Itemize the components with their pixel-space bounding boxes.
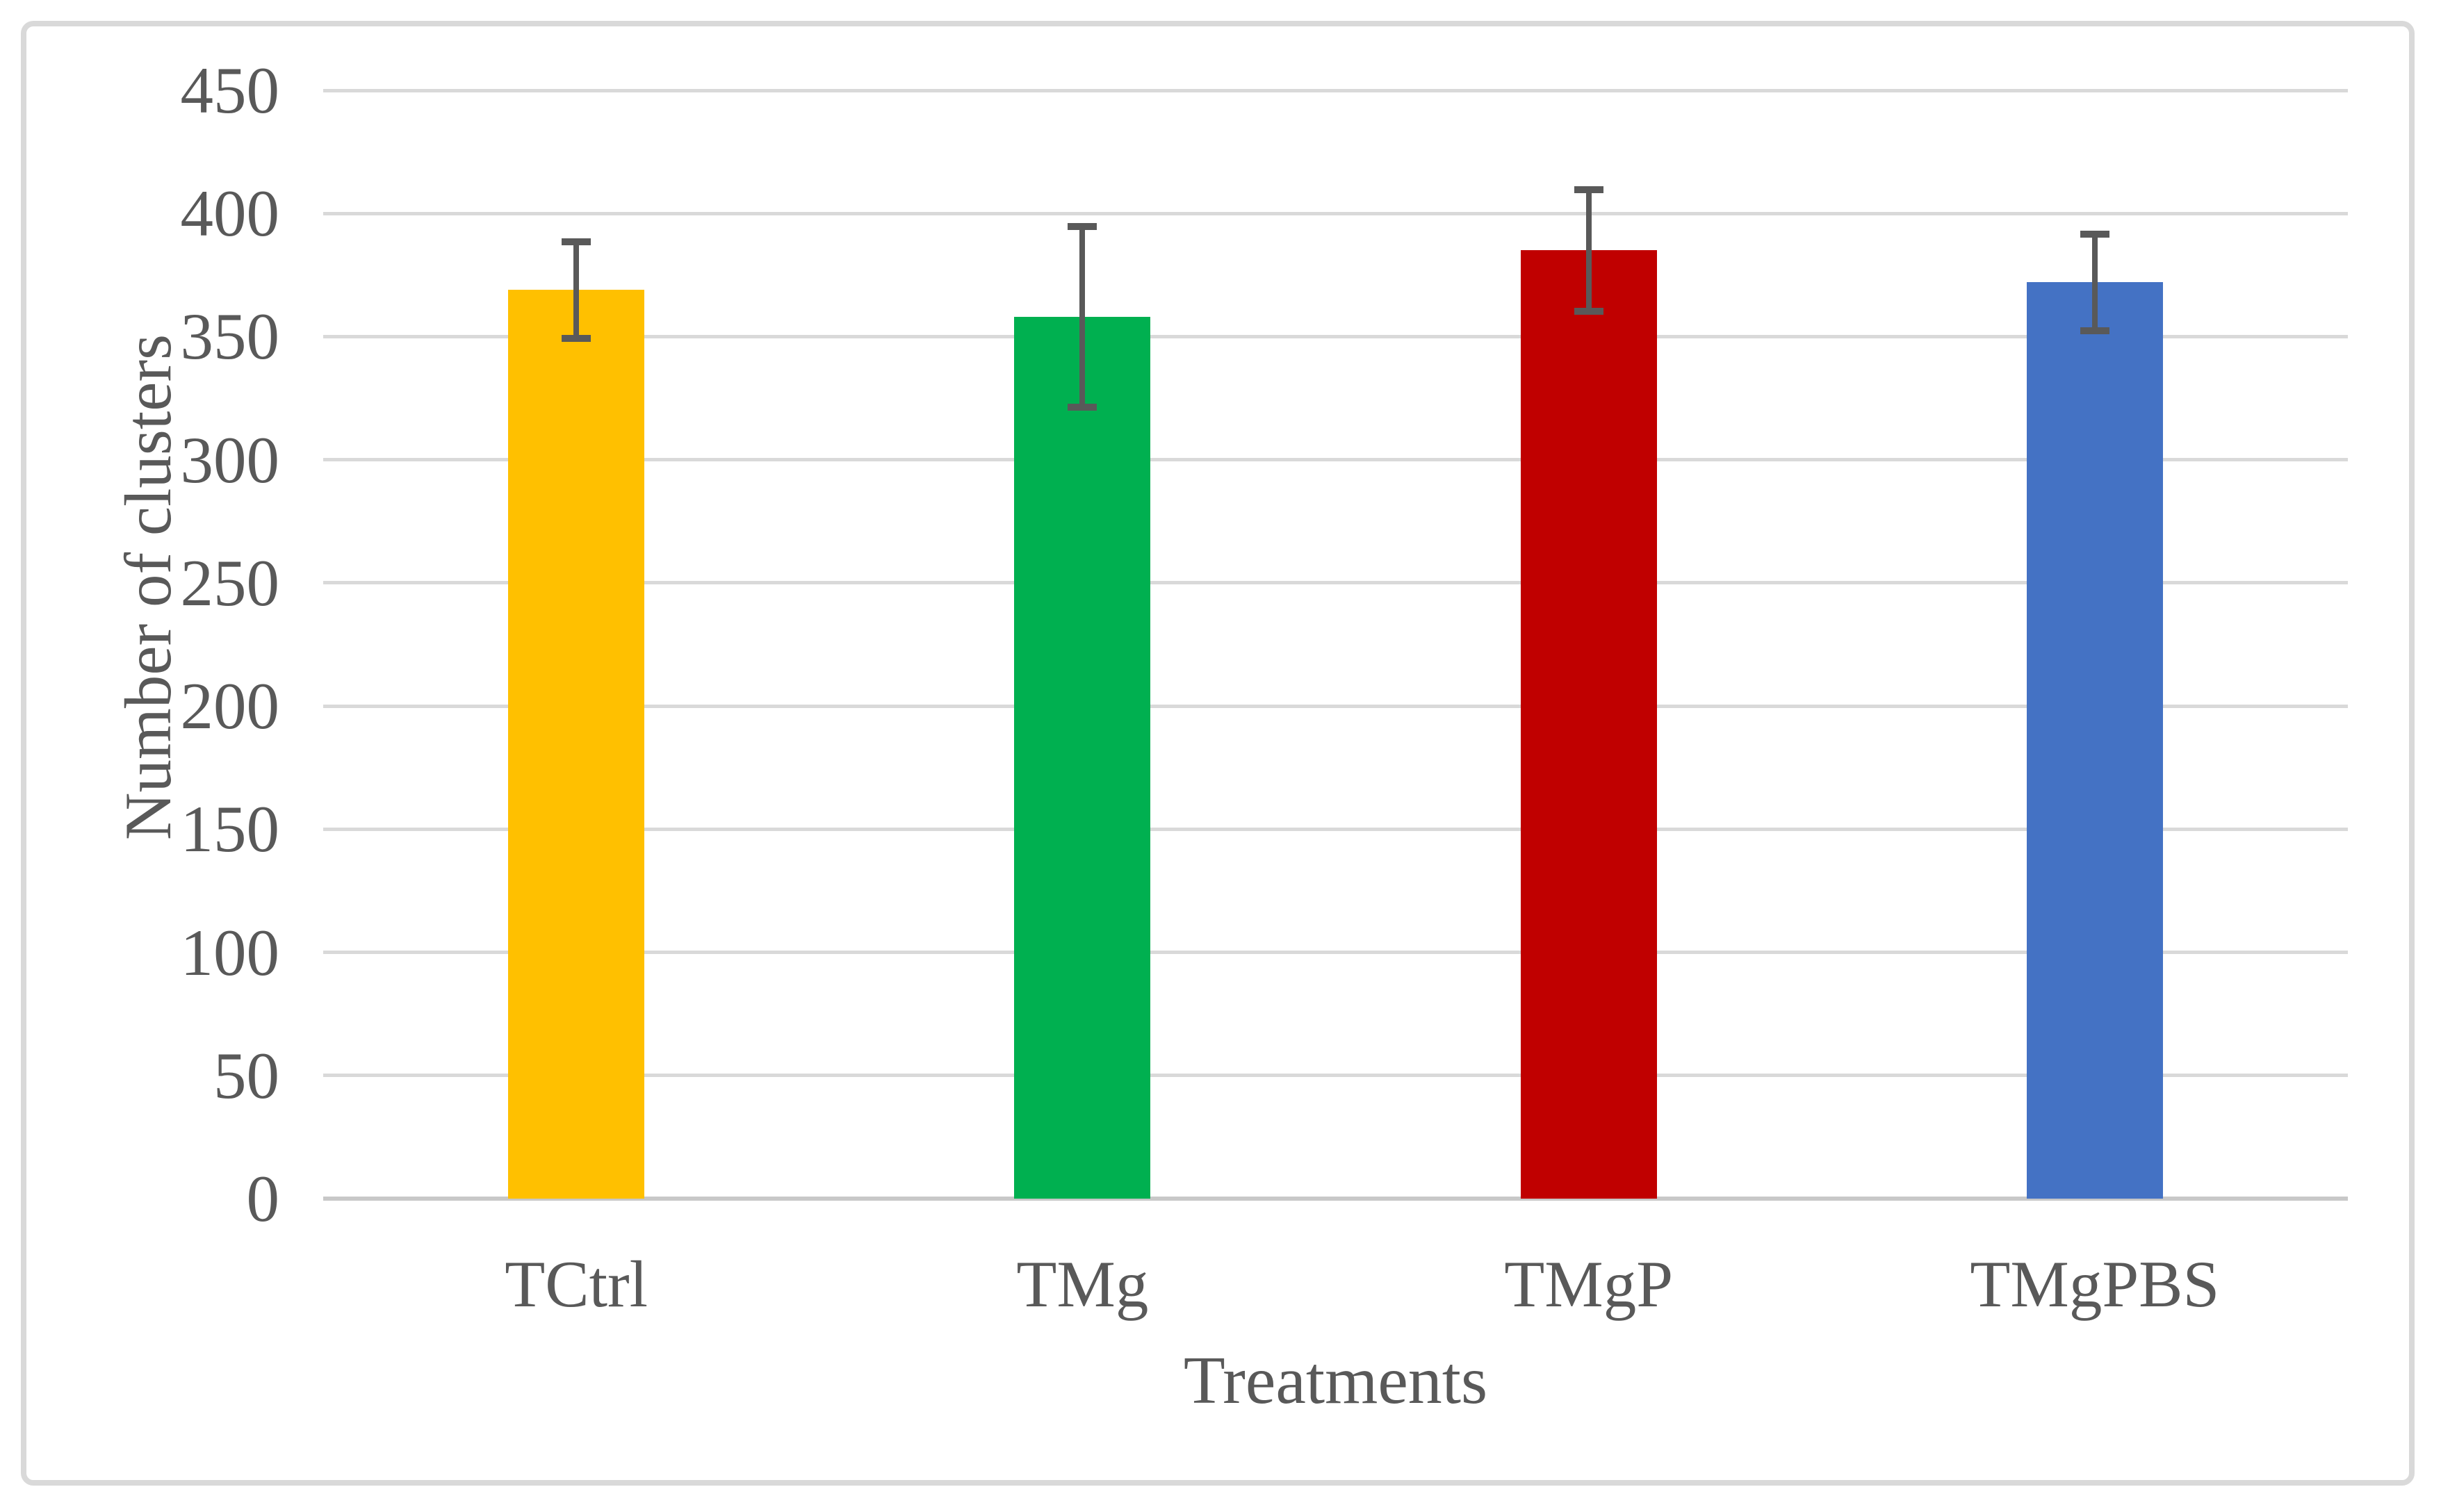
gridline-250 xyxy=(323,581,2348,585)
bar-tctrl xyxy=(508,290,645,1199)
y-tick-label-50: 50 xyxy=(213,1038,279,1112)
error-bar-line-tmgpbs xyxy=(2091,231,2098,334)
x-tick-label-tmgpbs: TMgPBS xyxy=(1970,1247,2220,1321)
y-tick-label-200: 200 xyxy=(180,669,280,743)
gridline-300 xyxy=(323,458,2348,462)
gridline-150 xyxy=(323,827,2348,831)
error-bar-bottom-cap-tmgp xyxy=(1574,307,1603,315)
y-axis-title: Number of clusters xyxy=(111,334,185,841)
y-tick-label-300: 300 xyxy=(180,422,280,497)
gridline-200 xyxy=(323,704,2348,708)
error-bar-top-cap-tctrl xyxy=(562,238,591,245)
y-tick-label-100: 100 xyxy=(180,915,280,989)
error-bar-line-tctrl xyxy=(573,238,580,342)
error-bar-top-cap-tmgpbs xyxy=(2080,231,2109,238)
gridline-100 xyxy=(323,951,2348,955)
y-tick-label-150: 150 xyxy=(180,792,280,866)
gridline-400 xyxy=(323,211,2348,215)
error-bar-line-tmgp xyxy=(1585,186,1592,315)
y-tick-label-250: 250 xyxy=(180,545,280,620)
x-axis-title: Treatments xyxy=(1183,1343,1488,1418)
error-bar-bottom-cap-tmg xyxy=(1068,403,1097,411)
error-bar-top-cap-tmg xyxy=(1068,223,1097,231)
error-bar-line-tmg xyxy=(1079,223,1086,411)
gridline-50 xyxy=(323,1074,2348,1078)
y-tick-label-450: 450 xyxy=(180,54,280,127)
error-bar-bottom-cap-tmgpbs xyxy=(2080,327,2109,334)
x-tick-label-tmgp: TMgP xyxy=(1504,1247,1674,1321)
y-tick-label-0: 0 xyxy=(246,1162,280,1235)
y-tick-label-400: 400 xyxy=(180,176,280,251)
y-tick-label-350: 350 xyxy=(180,299,280,374)
x-axis-line xyxy=(323,1197,2348,1201)
bar-tmgp xyxy=(1520,250,1657,1199)
error-bar-top-cap-tmgp xyxy=(1574,186,1603,194)
x-tick-label-tmg: TMg xyxy=(1016,1247,1149,1321)
error-bar-bottom-cap-tctrl xyxy=(562,334,591,342)
x-tick-label-tctrl: TCtrl xyxy=(505,1247,648,1321)
chart-border xyxy=(21,21,2415,1486)
gridline-350 xyxy=(323,334,2348,338)
gridline-450 xyxy=(323,88,2348,92)
bar-tmg xyxy=(1014,317,1151,1199)
bar-tmgpbs xyxy=(2026,282,2163,1199)
